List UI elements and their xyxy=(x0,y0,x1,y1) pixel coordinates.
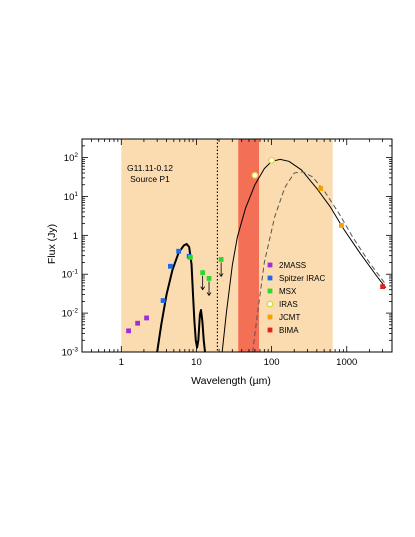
legend-marker xyxy=(267,275,273,281)
legend-item-iras: IRAS xyxy=(266,300,298,309)
legend-label: BIMA xyxy=(279,326,299,335)
y-axis-label: Flux (Jy) xyxy=(46,224,58,264)
point-iras-0 xyxy=(251,171,259,179)
x-tick-label: 1 xyxy=(119,357,124,368)
point-jcmt-1 xyxy=(339,223,344,228)
legend-marker xyxy=(267,288,273,294)
x-tick-label: 1000 xyxy=(336,357,357,368)
y-tick-label: 10-2 xyxy=(62,308,79,320)
model-curve-dashed-2 xyxy=(252,171,387,352)
shaded-regions xyxy=(121,139,333,352)
point-jcmt-0 xyxy=(318,186,324,191)
legend-item-spitzer-irac: Spitzer IRAC xyxy=(267,274,325,283)
point-msx-3 xyxy=(218,257,224,278)
point-msx-0 xyxy=(187,255,193,260)
y-tick-label: 101 xyxy=(64,191,79,203)
x-axis-label: Wavelength (µm) xyxy=(191,375,271,387)
legend-marker xyxy=(267,314,273,320)
legend: 2MASS Spitzer IRAC MSX IRAS JCMT BIMA xyxy=(266,261,325,335)
annotation-line-2: Source P1 xyxy=(130,174,170,184)
y-tick-label: 102 xyxy=(64,152,79,164)
point-iras-1 xyxy=(268,156,276,164)
point-2mass-0 xyxy=(126,328,131,334)
shaded-region-0 xyxy=(121,139,333,352)
point-msx-1 xyxy=(200,270,206,291)
point-spitzer-irac-0 xyxy=(160,298,166,303)
legend-item-2mass: 2MASS xyxy=(267,261,306,270)
legend-label: IRAS xyxy=(279,300,298,309)
y-tick-label: 10-1 xyxy=(62,269,79,281)
legend-item-msx: MSX xyxy=(267,287,297,296)
model-curves xyxy=(156,158,387,352)
point-spitzer-irac-1 xyxy=(167,263,173,269)
point-2mass-2 xyxy=(144,315,149,321)
point-msx-2 xyxy=(206,276,212,297)
legend-marker xyxy=(267,262,273,268)
point-spitzer-irac-2 xyxy=(176,248,182,254)
model-curve-solid-0 xyxy=(156,242,207,352)
y-tick-label: 10-3 xyxy=(62,347,79,359)
legend-marker xyxy=(267,327,273,333)
y-axis-ticks: 10-3 10-2 10-1 1 101 102 xyxy=(62,138,392,359)
x-axis-ticks: 1 10 100 1000 xyxy=(81,139,393,368)
legend-item-bima: BIMA xyxy=(267,326,299,335)
plot-frame xyxy=(81,138,393,353)
x-tick-label: 10 xyxy=(191,357,202,368)
legend-label: JCMT xyxy=(279,313,300,322)
data-points xyxy=(126,156,386,334)
source-annotation: G11.11-0.12 Source P1 xyxy=(127,163,173,184)
legend-marker xyxy=(266,300,274,308)
shaded-region-1 xyxy=(238,139,260,352)
annotation-line-1: G11.11-0.12 xyxy=(127,163,173,173)
legend-label: 2MASS xyxy=(279,261,306,270)
legend-label: MSX xyxy=(279,287,297,296)
model-curve-solid-1 xyxy=(221,158,387,352)
point-bima-0 xyxy=(380,284,386,290)
legend-item-jcmt: JCMT xyxy=(267,313,300,322)
legend-label: Spitzer IRAC xyxy=(279,274,325,283)
y-tick-label: 1 xyxy=(73,231,78,242)
x-tick-label: 100 xyxy=(264,357,280,368)
point-2mass-1 xyxy=(135,320,141,326)
